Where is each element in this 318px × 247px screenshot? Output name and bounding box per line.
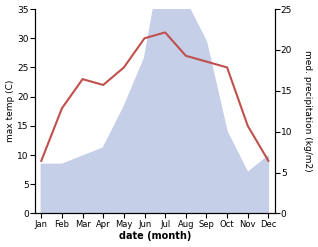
Y-axis label: med. precipitation (kg/m2): med. precipitation (kg/m2)	[303, 50, 313, 172]
Y-axis label: max temp (C): max temp (C)	[5, 80, 15, 143]
X-axis label: date (month): date (month)	[119, 231, 191, 242]
